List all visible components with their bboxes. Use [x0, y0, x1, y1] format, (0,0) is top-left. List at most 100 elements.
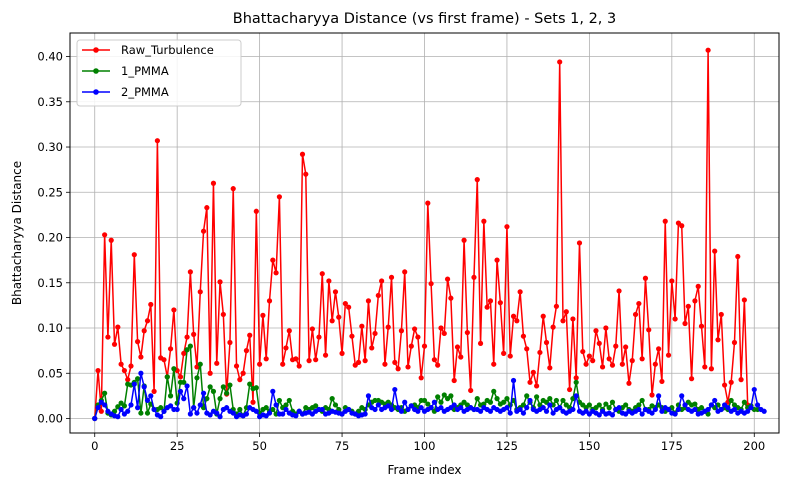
data-point-1-pmma	[227, 382, 233, 388]
data-point-2-pmma	[125, 408, 131, 414]
chart-title: Bhattacharyya Distance (vs first frame) …	[233, 11, 617, 27]
data-point-raw-turbulence	[177, 374, 184, 380]
data-point-2-pmma	[151, 406, 157, 413]
data-point-raw-turbulence	[263, 356, 269, 362]
data-point-2-pmma	[428, 405, 434, 411]
data-point-raw-turbulence	[316, 334, 322, 340]
data-point-raw-turbulence	[623, 344, 629, 350]
data-point-2-pmma	[596, 412, 602, 418]
data-point-raw-turbulence	[520, 333, 527, 339]
data-point-raw-turbulence	[540, 313, 546, 319]
data-point-2-pmma	[415, 408, 421, 414]
data-point-2-pmma	[692, 406, 698, 413]
data-point-2-pmma	[372, 406, 378, 413]
data-point-raw-turbulence	[596, 340, 602, 347]
data-point-1-pmma	[698, 405, 705, 411]
data-point-raw-turbulence	[237, 377, 243, 383]
data-point-raw-turbulence	[580, 348, 586, 355]
data-point-raw-turbulence	[461, 237, 467, 243]
data-point-1-pmma	[504, 396, 510, 402]
data-point-raw-turbulence	[372, 330, 378, 337]
data-point-raw-turbulence	[299, 151, 306, 157]
data-point-2-pmma	[573, 393, 579, 399]
data-point-raw-turbulence	[497, 300, 503, 306]
data-point-raw-turbulence	[642, 275, 649, 281]
data-point-raw-turbulence	[464, 329, 470, 336]
y-tick-label: 0.35	[37, 95, 63, 109]
data-point-raw-turbulence	[431, 357, 437, 363]
data-point-1-pmma	[283, 402, 289, 408]
x-tick-label: 100	[414, 439, 436, 453]
data-point-raw-turbulence	[557, 59, 563, 65]
data-point-2-pmma	[319, 406, 325, 413]
x-tick-label: 0	[91, 439, 98, 453]
data-point-2-pmma	[639, 411, 645, 417]
data-point-1-pmma	[138, 410, 144, 416]
data-point-1-pmma	[329, 396, 335, 402]
data-point-raw-turbulence	[293, 356, 299, 362]
data-point-raw-turbulence	[105, 334, 111, 340]
data-point-raw-turbulence	[731, 339, 738, 346]
data-point-raw-turbulence	[342, 300, 348, 307]
data-point-2-pmma	[543, 408, 550, 414]
data-point-raw-turbulence	[477, 340, 484, 347]
data-point-raw-turbulence	[454, 344, 461, 350]
data-point-raw-turbulence	[276, 194, 282, 200]
data-point-2-pmma	[431, 399, 437, 405]
data-point-1-pmma	[623, 402, 629, 408]
data-point-2-pmma	[138, 370, 144, 376]
data-point-2-pmma	[510, 377, 517, 384]
data-point-1-pmma	[741, 399, 747, 405]
data-point-2-pmma	[751, 386, 757, 393]
data-point-raw-turbulence	[154, 138, 160, 144]
data-point-raw-turbulence	[296, 363, 302, 369]
data-point-raw-turbulence	[359, 323, 365, 329]
data-point-1-pmma	[247, 381, 253, 387]
data-point-raw-turbulence	[273, 270, 279, 276]
data-point-raw-turbulence	[712, 248, 718, 254]
data-point-1-pmma	[184, 347, 190, 353]
data-point-2-pmma	[224, 405, 230, 411]
data-point-raw-turbulence	[659, 378, 665, 385]
data-point-raw-turbulence	[167, 346, 174, 352]
data-point-raw-turbulence	[326, 278, 332, 284]
data-point-raw-turbulence	[98, 408, 104, 414]
data-point-2-pmma	[273, 402, 279, 408]
data-point-raw-turbulence	[590, 358, 596, 364]
legend-marker-2-pmma	[93, 89, 99, 95]
data-point-2-pmma	[197, 402, 203, 408]
data-point-raw-turbulence	[481, 218, 487, 224]
data-point-raw-turbulence	[253, 208, 259, 214]
data-point-raw-turbulence	[313, 357, 319, 363]
data-point-raw-turbulence	[405, 364, 411, 370]
x-tick-label: 50	[252, 439, 267, 453]
data-point-raw-turbulence	[438, 325, 444, 331]
data-point-2-pmma	[708, 402, 715, 408]
data-point-raw-turbulence	[537, 349, 543, 356]
data-point-raw-turbulence	[735, 253, 741, 260]
legend-label-1-pmma: 1_PMMA	[121, 64, 169, 78]
series-2-pmma	[92, 370, 767, 422]
data-point-raw-turbulence	[355, 359, 362, 366]
data-point-raw-turbulence	[135, 339, 141, 345]
data-point-2-pmma	[253, 408, 259, 414]
data-point-raw-turbulence	[728, 379, 734, 385]
data-point-2-pmma	[616, 405, 622, 411]
data-point-raw-turbulence	[220, 311, 226, 318]
data-point-1-pmma	[487, 399, 494, 405]
data-point-raw-turbulence	[128, 363, 134, 369]
data-point-2-pmma	[167, 403, 174, 409]
y-tick-label: 0.05	[37, 366, 63, 380]
data-point-1-pmma	[167, 393, 174, 399]
data-point-2-pmma	[141, 384, 147, 390]
data-point-2-pmma	[194, 410, 200, 416]
data-point-raw-turbulence	[530, 369, 536, 375]
data-point-raw-turbulence	[408, 343, 414, 349]
data-point-1-pmma	[435, 394, 441, 400]
data-point-raw-turbulence	[629, 358, 635, 364]
data-point-raw-turbulence	[309, 326, 315, 332]
data-point-raw-turbulence	[560, 318, 566, 324]
data-point-2-pmma	[217, 414, 223, 420]
data-point-raw-turbulence	[553, 303, 560, 309]
data-point-raw-turbulence	[613, 343, 619, 349]
